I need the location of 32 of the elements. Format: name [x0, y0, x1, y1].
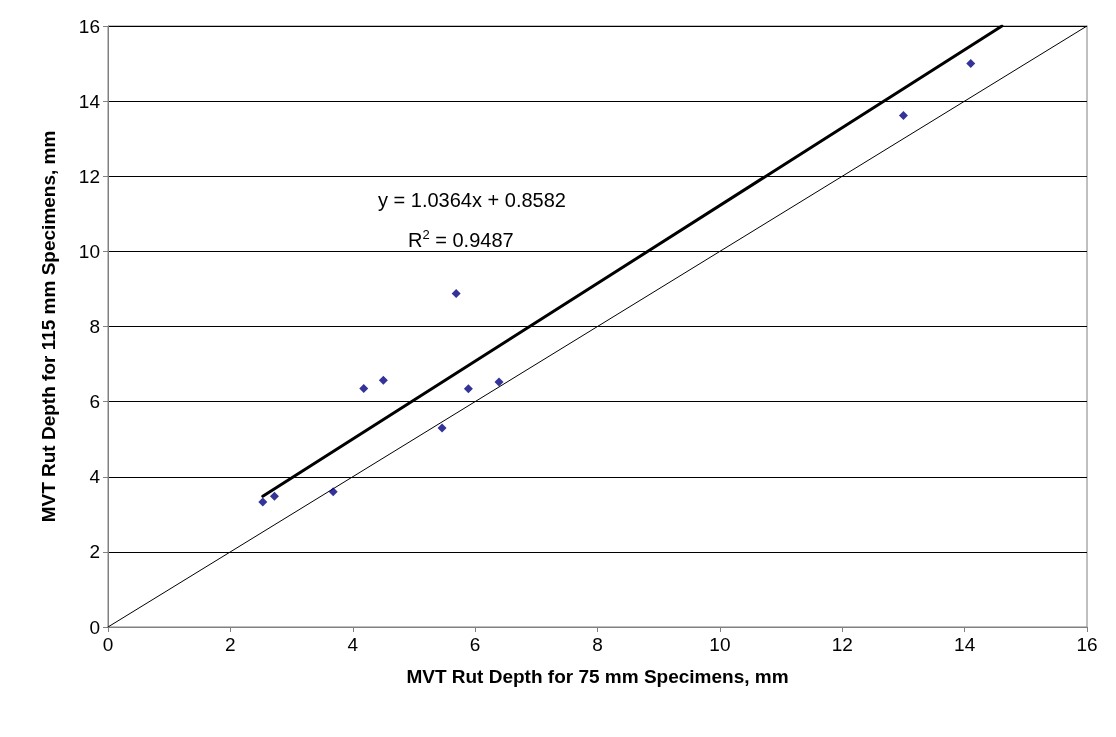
- point: [494, 377, 504, 387]
- point: [269, 491, 279, 501]
- y-tick-label: 14: [78, 90, 101, 112]
- x-tick-label: 14: [954, 634, 976, 655]
- point: [258, 497, 268, 507]
- point: [463, 384, 473, 394]
- y-tick-label: 0: [89, 616, 100, 638]
- point: [328, 487, 338, 497]
- x-tick-label: 8: [592, 634, 603, 655]
- y-tick-label: 4: [89, 466, 101, 488]
- y-axis-title: MVT Rut Depth for 115 mm Specimens, mm: [38, 130, 59, 523]
- y-tick-label: 10: [78, 240, 100, 262]
- x-axis-title: MVT Rut Depth for 75 mm Specimens, mm: [406, 666, 789, 687]
- x-tick-label: 0: [102, 634, 114, 655]
- point: [966, 59, 976, 69]
- x-tick-label: 16: [1076, 634, 1098, 655]
- y-tick-label: 12: [78, 165, 100, 187]
- y-tick-label: 6: [89, 391, 100, 413]
- point: [898, 110, 908, 120]
- y-tick-label: 2: [89, 541, 100, 563]
- x-tick-label: 2: [225, 634, 236, 655]
- point: [359, 383, 369, 393]
- point: [451, 288, 461, 298]
- x-tick-label: 10: [709, 634, 731, 655]
- x-tick-label: 12: [831, 634, 853, 655]
- point: [437, 423, 447, 433]
- x-tick-label: 4: [347, 634, 359, 655]
- annotation: y = 1.0364x + 0.8582: [378, 189, 566, 211]
- y-tick-label: 16: [78, 15, 100, 37]
- x-tick-label: 6: [469, 634, 481, 655]
- y-tick-label: 8: [89, 316, 100, 337]
- point: [378, 375, 388, 385]
